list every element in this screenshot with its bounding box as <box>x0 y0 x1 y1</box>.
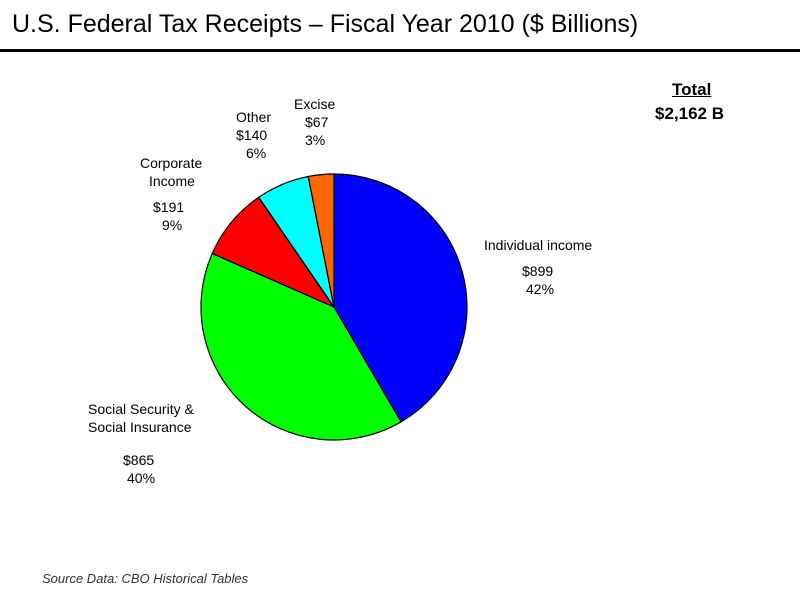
slice-label-corporate-income: Corporate Income $191 9% <box>140 154 202 234</box>
pie-slices <box>200 173 468 441</box>
title-divider <box>0 49 800 52</box>
slice-label-excise: Excise $67 3% <box>294 95 335 149</box>
pie-slice-excise <box>307 173 335 308</box>
chart-title: U.S. Federal Tax Receipts – Fiscal Year … <box>12 10 639 38</box>
total-label: Total <box>672 80 712 99</box>
slice-value: $865 <box>123 452 155 468</box>
slice-percent: 42% <box>526 281 555 297</box>
slice-name: Individual income <box>484 237 593 253</box>
slice-value: $191 <box>153 199 185 215</box>
pie-slice-individual-income <box>333 173 468 423</box>
slice-label-social-security: Social Security & Social Insurance $865 … <box>88 400 194 487</box>
slice-name: Social Insurance <box>88 419 192 435</box>
slice-name: Other <box>236 109 272 125</box>
source-note: Source Data: CBO Historical Tables <box>42 571 249 586</box>
slice-name: Income <box>149 173 195 189</box>
slice-percent: 9% <box>162 217 183 233</box>
slice-percent: 40% <box>127 470 156 486</box>
pie-slice-social-security-social-insurance <box>200 252 402 441</box>
slice-name: Corporate <box>140 155 203 171</box>
slice-percent: 3% <box>305 132 326 148</box>
slice-label-individual-income: Individual income $899 42% <box>484 236 592 298</box>
slice-value: $67 <box>305 114 329 130</box>
slice-percent: 6% <box>246 145 267 161</box>
total-value: $2,162 B <box>655 104 724 123</box>
slice-value: $899 <box>522 263 554 279</box>
slice-label-other: Other $140 6% <box>236 108 271 162</box>
slice-name: Excise <box>294 96 336 112</box>
slice-name: Social Security & <box>88 401 194 417</box>
slice-value: $140 <box>236 127 268 143</box>
